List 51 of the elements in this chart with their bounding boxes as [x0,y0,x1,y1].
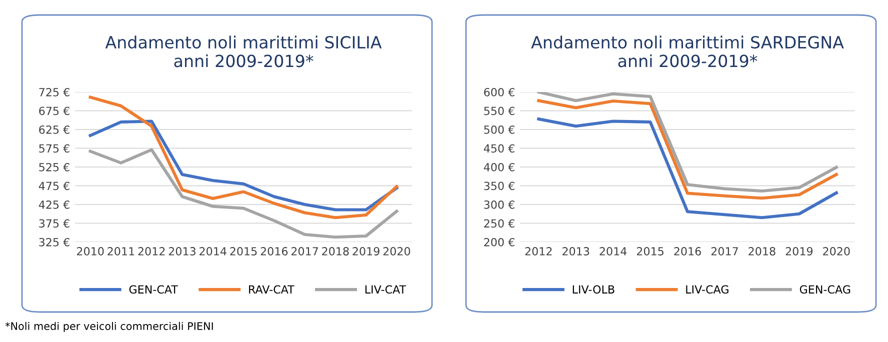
y-tick-label: 525 € [39,162,70,172]
x-tick-label: 2014 [600,247,627,256]
y-tick-label: 600 € [484,88,514,96]
legend-label: GEN-CAG [800,285,850,294]
y-tick-label: 250 € [484,219,514,228]
y-tick-label: 300 € [484,200,514,209]
x-tick-label: 2017 [711,247,738,256]
x-tick-label: 2020 [383,247,410,256]
y-tick-label: 400 € [484,162,514,172]
x-tick-label: 2013 [168,247,196,256]
x-tick-label: 2018 [748,247,776,256]
y-tick-label: 625 € [39,125,70,134]
x-tick-label: 2014 [200,247,226,256]
x-tick-label: 2011 [108,247,134,256]
y-tick-label: 675 € [39,106,70,116]
x-tick-label: 2013 [562,247,590,256]
legend-label: LIV-CAT [365,285,406,294]
y-tick-label: 325 € [39,238,70,246]
legend-label: GEN-CAT [129,285,178,294]
y-tick-label: 450 € [484,144,514,153]
x-tick-label: 2016 [260,247,288,256]
y-tick-label: 500 € [484,125,514,134]
y-tick-label: 375 € [39,219,70,228]
text: *Noli medi per veicoli commerciali PIENI [5,322,213,332]
legend-label: LIV-OLB [572,285,614,294]
line-series [88,120,398,212]
line-series [88,148,398,239]
x-tick-label: 2012 [525,247,552,256]
line-series [537,117,838,220]
x-tick-label: 2017 [291,247,318,256]
x-tick-label: 2015 [230,247,257,256]
x-tick-label: 2015 [636,247,664,256]
y-tick-label: 575 € [39,144,70,153]
y-tick-label: 200 € [484,238,514,246]
legend-label: LIV-CAG [686,285,728,294]
chart-title: Andamento noli marittimi SARDEGNA anni 2009-2019* [531,36,844,68]
x-tick-label: 2012 [138,247,165,256]
y-tick-label: 475 € [38,182,70,190]
y-tick-label: 725 € [39,88,70,96]
x-tick-label: 2010 [76,247,104,256]
x-tick-label: 2019 [352,247,380,256]
y-tick-label: 550 € [484,106,514,116]
y-tick-label: 350 € [484,182,514,190]
legend-label: RAV-CAT [249,285,294,294]
x-tick-label: 2020 [823,247,850,256]
x-tick-label: 2019 [786,247,813,256]
line-series [88,96,398,220]
y-tick-label: 425 € [38,200,70,209]
x-tick-label: 2018 [322,247,349,256]
x-tick-label: 2016 [674,247,701,256]
chart-title: Andamento noli marittimi SICILIA anni 2009-2019* [105,36,382,68]
